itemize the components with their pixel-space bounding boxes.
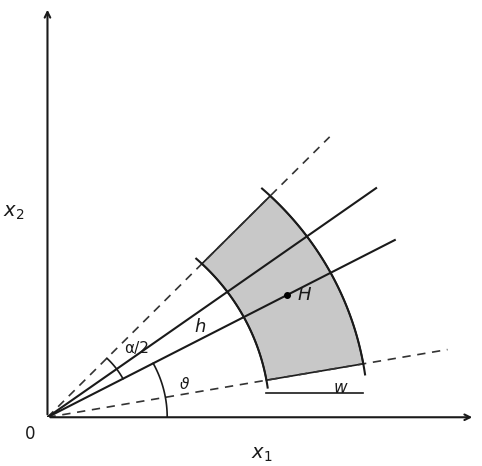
Text: α/2: α/2 <box>124 342 148 356</box>
PathPatch shape <box>202 196 363 380</box>
Text: $x_2$: $x_2$ <box>2 203 24 222</box>
Text: h: h <box>194 318 205 336</box>
Text: H: H <box>297 286 311 304</box>
Text: w: w <box>334 379 348 397</box>
Text: 0: 0 <box>25 425 36 443</box>
Text: $x_1$: $x_1$ <box>251 445 272 464</box>
Text: ϑ: ϑ <box>180 377 189 392</box>
